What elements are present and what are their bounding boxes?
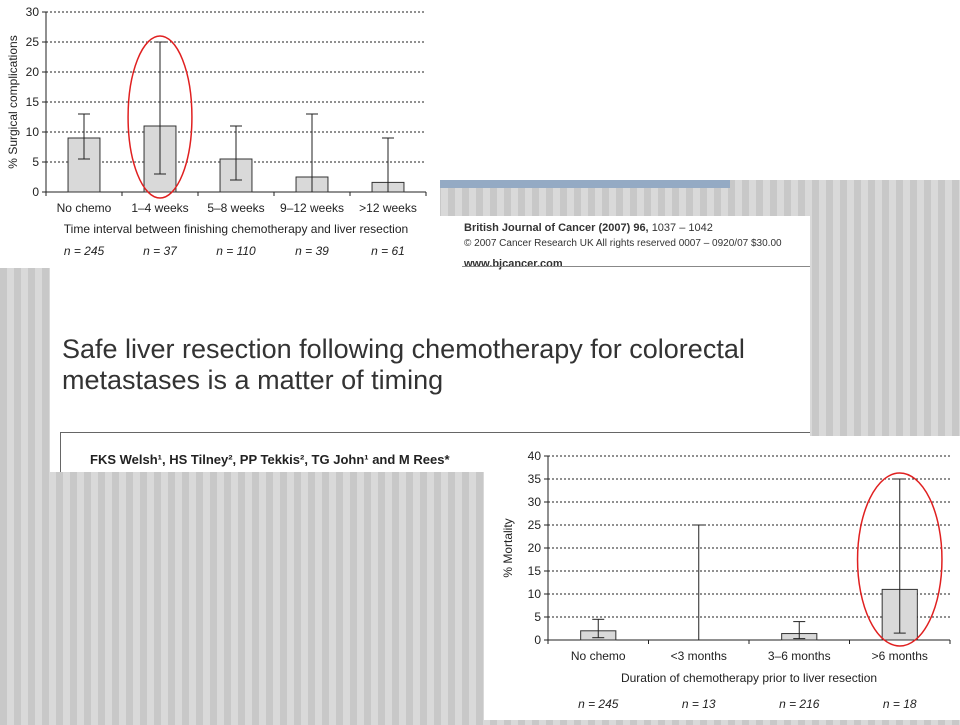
x-axis-label: Duration of chemotherapy prior to liver … [621, 671, 877, 685]
journal-name: British Journal of Cancer (2007) 96, [464, 222, 649, 234]
surgical-complications-figure: 0 5 10 15 20 25 30 No chemo n = 245 1–4 weeks n = … [0, 0, 440, 268]
surgical-complications-chart: 0 5 10 15 20 25 30 No chemo n = 245 1–4 weeks n = … [0, 0, 440, 268]
y-tick-label: 0 [534, 633, 541, 647]
copyright: © 2007 Cancer Research UK All rights res… [464, 238, 782, 249]
y-axis-label: % Surgical complications [6, 35, 20, 168]
author-divider-tick [60, 432, 61, 472]
x-tick-label: 3–6 months [768, 649, 831, 663]
sample-size-label: n = 216 [779, 697, 820, 711]
x-tick-label: >12 weeks [359, 201, 417, 215]
y-tick-label: 35 [528, 472, 542, 486]
sample-size-label: n = 245 [578, 697, 619, 711]
y-tick-label: 10 [26, 125, 40, 139]
chart-background [484, 436, 960, 720]
y-tick-label: 20 [528, 541, 542, 555]
highlight-ellipse [127, 35, 193, 199]
sample-size-label: n = 245 [64, 244, 105, 258]
y-tick-label: 25 [528, 518, 542, 532]
sample-size-label: n = 13 [682, 697, 716, 711]
x-tick-label: <3 months [671, 649, 727, 663]
x-tick-label: No chemo [571, 649, 626, 663]
journal-citation: British Journal of Cancer (2007) 96, 103… [464, 222, 713, 234]
sample-size-label: n = 18 [883, 697, 917, 711]
x-tick-label: 9–12 weeks [280, 201, 344, 215]
sample-size-label: n = 39 [295, 244, 329, 258]
author-divider [60, 432, 810, 433]
y-tick-label: 15 [528, 564, 542, 578]
x-axis-label: Time interval between finishing chemothe… [64, 222, 408, 236]
journal-url: www.bjcancer.com [464, 258, 563, 270]
right-white-strip [810, 180, 960, 430]
sample-size-label: n = 61 [371, 244, 405, 258]
y-axis-label: % Mortality [501, 518, 515, 577]
x-tick-label: >6 months [872, 649, 928, 663]
paper-title: Safe liver resection following chemother… [62, 334, 745, 395]
x-tick-label: 1–4 weeks [131, 201, 188, 215]
accent-bar [440, 180, 730, 188]
x-tick-label: 5–8 weeks [207, 201, 264, 215]
y-tick-label: 20 [26, 65, 40, 79]
sample-size-label: n = 37 [143, 244, 178, 258]
mortality-chart: 0 5 10 15 20 25 30 35 40 No chemo n = 245 <3 months… [484, 436, 960, 720]
x-tick-label: No chemo [57, 201, 112, 215]
journal-pages: 1037 – 1042 [651, 222, 713, 234]
y-tick-label: 40 [528, 449, 542, 463]
y-tick-label: 5 [32, 155, 39, 169]
chart-background [0, 0, 440, 268]
header-divider [462, 266, 810, 267]
y-tick-label: 10 [528, 587, 542, 601]
y-tick-label: 30 [528, 495, 542, 509]
y-tick-label: 30 [26, 5, 40, 19]
top-right-white-area [440, 0, 960, 180]
y-tick-label: 15 [26, 95, 40, 109]
highlight-ellipse [856, 472, 943, 647]
y-tick-label: 0 [32, 185, 39, 199]
y-tick-label: 5 [534, 610, 541, 624]
y-tick-label: 25 [26, 35, 40, 49]
paper-authors: FKS Welsh¹, HS Tilney², PP Tekkis², TG J… [90, 452, 450, 467]
mortality-figure: 0 5 10 15 20 25 30 35 40 No chemo n = 245 <3 months… [484, 436, 960, 720]
sample-size-label: n = 110 [216, 244, 256, 258]
